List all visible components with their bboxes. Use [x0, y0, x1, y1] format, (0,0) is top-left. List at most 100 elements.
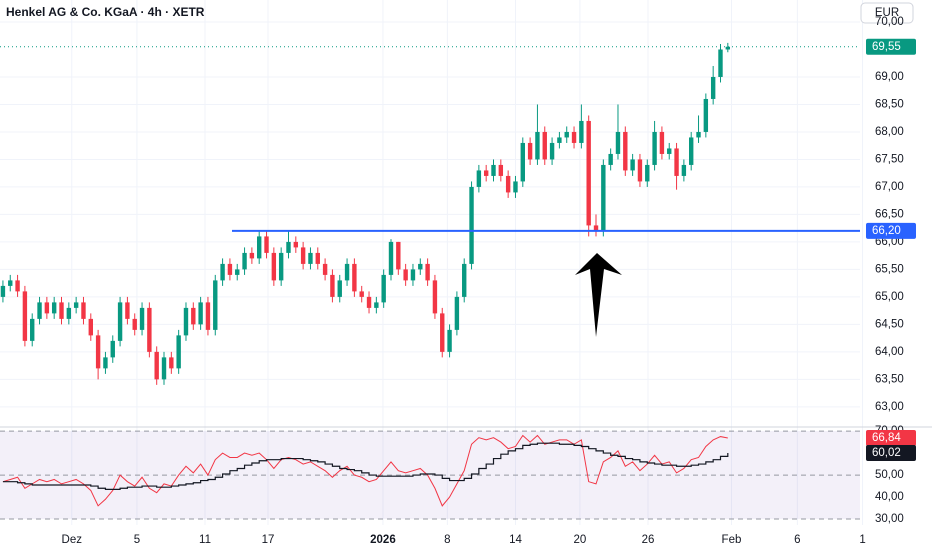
candle-body — [440, 313, 445, 352]
value-label: 66,84 — [872, 432, 901, 444]
candle-body — [286, 241, 291, 253]
candle-body — [579, 120, 584, 143]
candle-body — [337, 280, 342, 297]
candle-body — [703, 98, 709, 132]
candle-body — [674, 148, 679, 176]
candle-body — [110, 340, 115, 358]
candle-body — [213, 280, 218, 330]
candle-body — [249, 252, 255, 259]
candle-body — [374, 302, 379, 308]
candle-body — [293, 241, 299, 248]
candle-body — [37, 302, 42, 319]
value-label: 60,02 — [872, 447, 901, 459]
candle-body — [330, 274, 335, 297]
candle-body — [271, 252, 277, 281]
candle-body — [396, 241, 401, 270]
grid — [0, 0, 864, 525]
candle-body — [125, 302, 130, 319]
last-price-box — [866, 38, 916, 55]
x-tick-label: 17 — [262, 534, 275, 546]
y-tick-label: 67,50 — [875, 153, 904, 165]
candle-body — [462, 263, 467, 297]
candle-body — [689, 137, 694, 165]
x-tick-label: Feb — [722, 534, 742, 546]
candle-body — [147, 307, 152, 352]
candle-body — [278, 252, 284, 281]
candle-body — [359, 291, 364, 297]
x-tick-label: 26 — [642, 534, 655, 546]
level-box — [866, 222, 916, 239]
candle-body — [88, 318, 93, 336]
candle-body — [242, 252, 247, 270]
candle-body — [659, 131, 665, 154]
candle-body — [549, 142, 555, 160]
candle-body — [161, 357, 167, 380]
x-tick-label: 20 — [574, 534, 587, 546]
currency-button[interactable] — [860, 2, 914, 24]
candle-body — [139, 307, 145, 330]
candle-body — [176, 335, 181, 369]
rsi-line — [2, 434, 728, 507]
candle-body — [117, 302, 123, 341]
candle-body — [718, 49, 723, 77]
value-box — [866, 430, 916, 447]
candle-body — [542, 131, 547, 160]
candle-body — [51, 302, 57, 314]
candle-body — [183, 307, 189, 336]
y-tick-label: 50,00 — [875, 469, 904, 481]
candle-body — [8, 280, 13, 286]
candle-body — [154, 351, 159, 380]
candle-body — [308, 252, 313, 264]
arrow — [575, 253, 622, 337]
x-tick-label: 2026 — [370, 534, 396, 546]
candle-body — [81, 302, 86, 319]
x-tick-label: 8 — [444, 534, 450, 546]
candle-body — [30, 318, 35, 341]
candle-body — [586, 120, 591, 226]
candle-body — [527, 142, 533, 160]
y-tick-label: 40,00 — [875, 491, 904, 503]
candle-body — [344, 263, 350, 281]
candle-body — [447, 329, 452, 352]
y-tick-label: 67,00 — [875, 181, 904, 193]
candle-body — [59, 302, 64, 319]
candle-body — [381, 274, 386, 303]
level-label: 66,20 — [872, 225, 901, 237]
candle-body — [520, 142, 525, 182]
candle-body — [469, 186, 474, 264]
x-tick-label: 14 — [509, 534, 522, 546]
last-price-label: 69,55 — [872, 41, 901, 53]
candle-body — [432, 280, 438, 314]
candle-body — [476, 170, 482, 187]
candle-body — [652, 131, 657, 165]
candle-body — [505, 175, 511, 193]
candle-body — [491, 164, 496, 176]
rsi-band — [0, 431, 860, 519]
candle-body — [132, 318, 137, 330]
candle-body — [535, 131, 540, 160]
candle-body — [498, 164, 504, 176]
candle-body — [615, 131, 621, 154]
y-tick-label: 63,00 — [875, 401, 904, 413]
x-tick-label: 1 — [859, 534, 865, 546]
candle-body — [725, 46, 731, 50]
x-tick-label: Dez — [62, 534, 83, 546]
candle-body — [103, 357, 108, 369]
candle-body — [418, 263, 423, 270]
candle-body — [322, 263, 328, 275]
candle-body — [425, 263, 430, 281]
y-tick-label: 65,50 — [875, 263, 904, 275]
labels: Dez 5 11 17 2026 8 14 20 26 Feb 6 163,0063,5064,006… — [62, 16, 916, 546]
candle-body — [198, 302, 203, 325]
candle-body — [66, 307, 72, 319]
candle-body — [403, 269, 408, 281]
candle-body — [235, 269, 240, 275]
candle-body — [601, 164, 606, 231]
candle-body — [315, 252, 320, 264]
candle-body — [300, 247, 306, 264]
currency[interactable]: EUR — [875, 7, 899, 19]
candle-body — [366, 296, 372, 308]
x-tick-label: 5 — [134, 534, 140, 546]
candle-body — [169, 357, 174, 369]
candle-body — [483, 170, 489, 176]
